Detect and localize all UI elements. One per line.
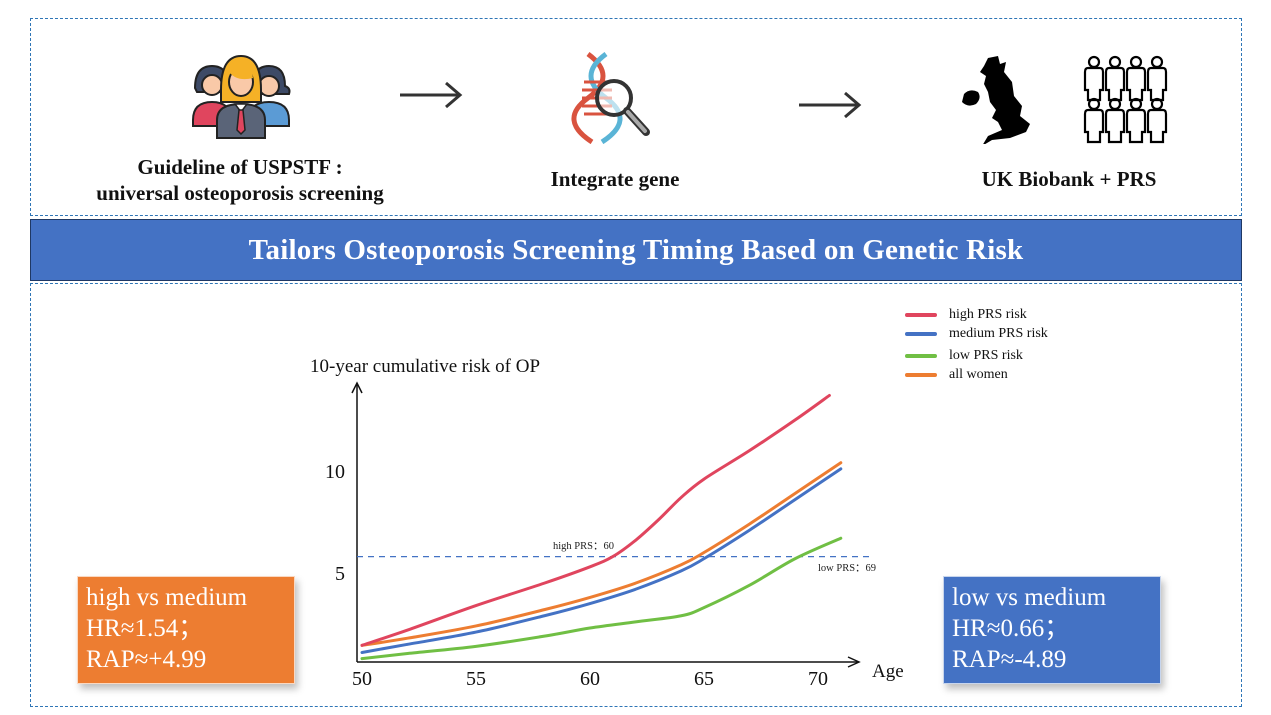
y-tick-label: 5 <box>335 563 345 585</box>
low-vs-medium-box: low vs medium HR≈0.66； RAP≈-4.89 <box>943 576 1161 684</box>
legend-swatch <box>905 331 937 336</box>
step-guideline-label-2: universal osteoporosis screening <box>96 181 384 205</box>
arrow-right-icon <box>799 91 862 119</box>
people-group-icon <box>192 54 291 139</box>
bottom-panel <box>30 283 1242 707</box>
step-integrate-gene-label: Integrate gene <box>550 167 680 191</box>
step-guideline: Guideline of USPSTF : universal osteopor… <box>60 50 420 206</box>
legend-swatch <box>905 312 937 317</box>
high-vs-medium-box: high vs medium HR≈1.54； RAP≈+4.99 <box>77 576 295 684</box>
population-icon <box>1083 55 1168 144</box>
x-tick-label: 70 <box>808 668 828 690</box>
step-uk-biobank: UK Biobank + PRS <box>950 52 1180 192</box>
legend-item: all women <box>905 365 1048 384</box>
series-group <box>360 393 843 661</box>
y-axis-arrowhead <box>351 381 363 394</box>
legend-label: all women <box>949 367 1008 382</box>
legend-label: high PRS risk <box>949 307 1027 322</box>
legend-swatch <box>905 372 937 377</box>
top-panel <box>30 18 1242 216</box>
uk-map-population-icon <box>962 55 1168 144</box>
legend-label: medium PRS risk <box>949 326 1048 341</box>
box-left-line1: high vs medium <box>86 584 248 611</box>
banner-title: Tailors Osteoporosis Screening Timing Ba… <box>248 233 1024 266</box>
x-tick-label: 50 <box>352 668 372 690</box>
x-tick-label: 65 <box>694 668 714 690</box>
legend-swatch <box>905 353 937 358</box>
box-right-line2: HR≈0.66； <box>952 615 1070 642</box>
step-integrate-gene: Integrate gene <box>530 52 700 192</box>
chart-legend: high PRS risk medium PRS risk low PRS risk… <box>905 305 1048 384</box>
y-tick-label: 10 <box>325 461 345 483</box>
step-guideline-label-1: Guideline of USPSTF : <box>137 155 343 179</box>
box-right-line3: RAP≈-4.89 <box>952 646 1067 673</box>
title-banner: Tailors Osteoporosis Screening Timing Ba… <box>30 219 1242 281</box>
box-right-line1: low vs medium <box>952 584 1107 611</box>
x-tick-label: 55 <box>466 668 486 690</box>
series-line-medium-prs-risk <box>360 467 843 654</box>
x-tick-label: 60 <box>580 668 600 690</box>
legend-label: low PRS risk <box>949 348 1023 363</box>
uk-map-icon <box>962 56 1030 144</box>
x-axis-arrowhead <box>847 656 861 668</box>
legend-item: high PRS risk <box>905 305 1048 324</box>
legend-item: medium PRS risk <box>905 324 1048 343</box>
series-line-low-prs-risk <box>360 536 843 661</box>
series-line-all-women <box>360 461 843 647</box>
series-line-high-prs-risk <box>360 393 831 647</box>
chart-ticks: 50 55 60 65 70 5 10 <box>325 461 828 690</box>
chart-axes <box>351 381 861 668</box>
dna-magnifier-icon <box>571 52 650 144</box>
x-axis-title: Age <box>872 661 904 682</box>
annotation-high-prs: high PRS：60 <box>553 541 614 552</box>
annotation-low-prs: low PRS：69 <box>818 563 876 574</box>
box-left-line3: RAP≈+4.99 <box>86 646 207 673</box>
y-axis-title: 10-year cumulative risk of OP <box>310 356 540 377</box>
step-uk-biobank-label: UK Biobank + PRS <box>981 167 1157 191</box>
arrow-right-icon <box>400 81 463 109</box>
annotations-group: high PRS：60 low PRS：69 <box>553 541 876 574</box>
legend-item: low PRS risk <box>905 346 1048 365</box>
box-left-line2: HR≈1.54； <box>86 615 204 642</box>
